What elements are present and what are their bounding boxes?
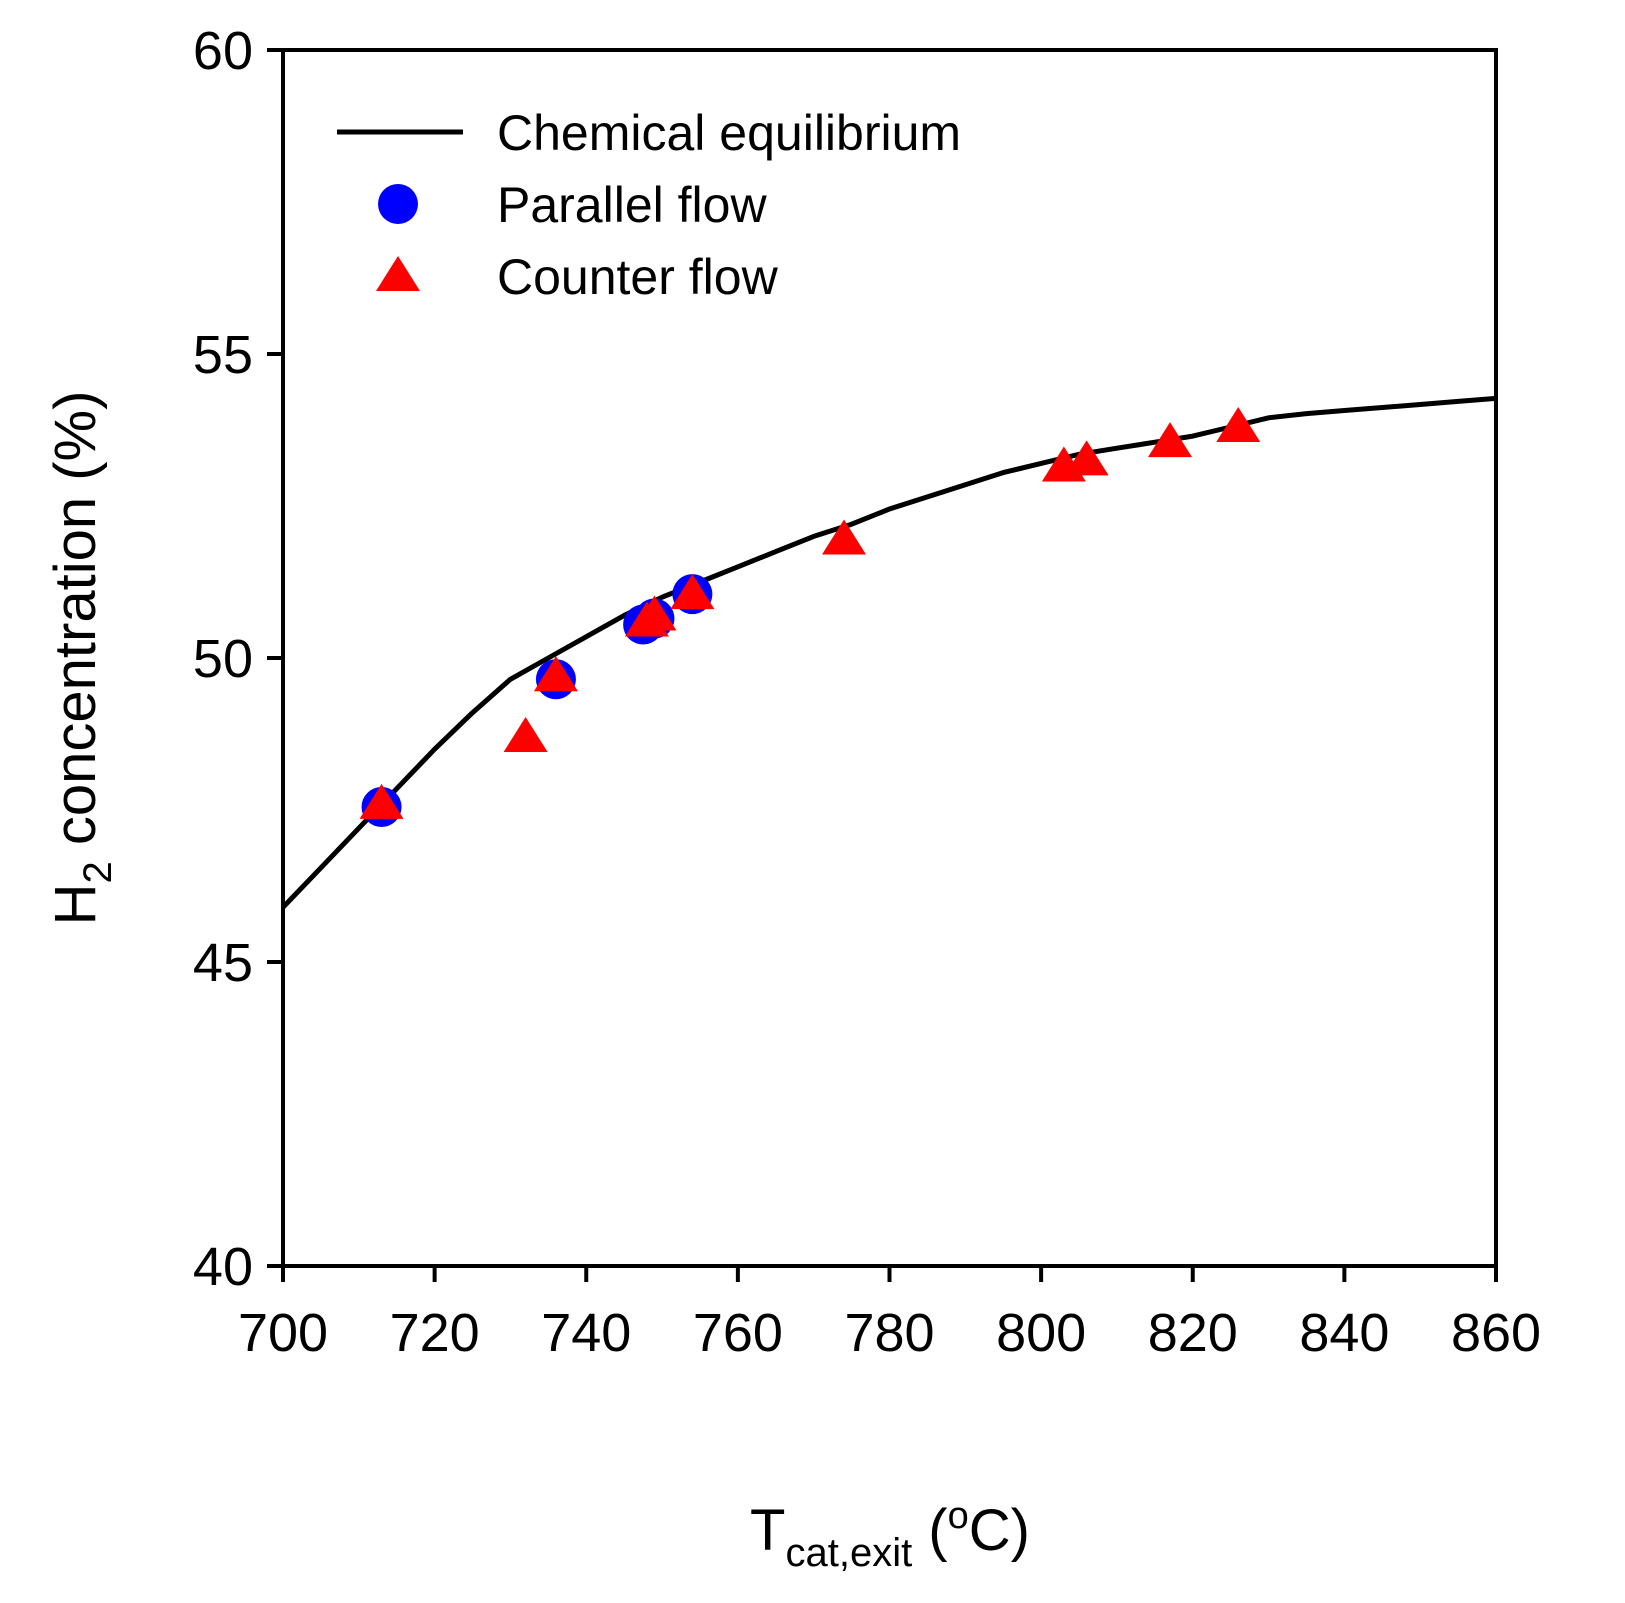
counter-flow-point [1064, 440, 1109, 476]
counter-flow-point [822, 519, 867, 555]
x-tick-label: 740 [541, 1303, 631, 1363]
x-axis-label-sub: cat,exit [785, 1531, 912, 1575]
series-layer [281, 395, 1497, 910]
counter-flow-point [503, 717, 548, 753]
x-axis-label: Tcat,exit (oC) [750, 1495, 1030, 1575]
legend-triangle-swatch [376, 256, 420, 291]
legend-circle-swatch [378, 184, 418, 224]
counter-flow-point [1216, 406, 1261, 442]
x-tick-label: 840 [1299, 1303, 1389, 1363]
plot-frame [281, 48, 1498, 1268]
y-tick-label: 45 [193, 933, 253, 993]
x-axis-label-main: T [750, 1498, 785, 1563]
equilibrium-line [281, 395, 1497, 910]
y-tick-label: 50 [193, 629, 253, 689]
counter-flow-point [359, 783, 404, 819]
x-tick-label: 720 [390, 1303, 480, 1363]
x-tick-label: 800 [996, 1303, 1086, 1363]
x-tick-label: 760 [693, 1303, 783, 1363]
legend-label: Chemical equilibrium [497, 105, 961, 161]
legend-label: Parallel flow [497, 177, 767, 233]
counter-flow-point [533, 656, 578, 692]
y-tick-label: 40 [193, 1237, 253, 1297]
x-axis-label-unit-close: C) [969, 1498, 1030, 1563]
legend: Chemical equilibrium Parallel flow Counter… [337, 105, 961, 305]
x-tick-label: 820 [1148, 1303, 1238, 1363]
axes-layer: 40 45 50 55 60 700 720 740 760 780 800 820 840 860 [193, 21, 1541, 1363]
x-axis-label-unit-open: ( [912, 1498, 947, 1563]
counter-flow-point [670, 574, 715, 610]
x-tick-label: 780 [844, 1303, 934, 1363]
counter-flow-point [1148, 422, 1193, 458]
x-axis-label-unit-sup: o [948, 1495, 969, 1537]
x-tick-label: 700 [238, 1303, 328, 1363]
x-tick-label: 860 [1451, 1303, 1541, 1363]
y-axis-label-sub: 2 [76, 861, 120, 883]
y-tick-label: 60 [193, 21, 253, 81]
y-tick-label: 55 [193, 325, 253, 385]
y-axis-label-main: H [43, 884, 108, 926]
y-axis-label: H2 concentration (%) [43, 391, 120, 926]
counter-flow-point [632, 595, 677, 631]
legend-label: Counter flow [497, 249, 779, 305]
y-axis-label-rest: concentration (%) [43, 391, 108, 862]
